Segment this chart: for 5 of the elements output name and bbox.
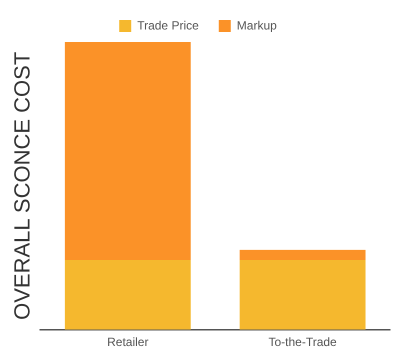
legend-label: Trade Price [137,18,200,32]
y-axis-title: OVERALL SCONCE COST [9,52,34,320]
x-tick-label: To-the-Trade [268,335,338,350]
legend-label: Markup [236,18,278,32]
x-tick-label: Retailer [107,335,148,350]
